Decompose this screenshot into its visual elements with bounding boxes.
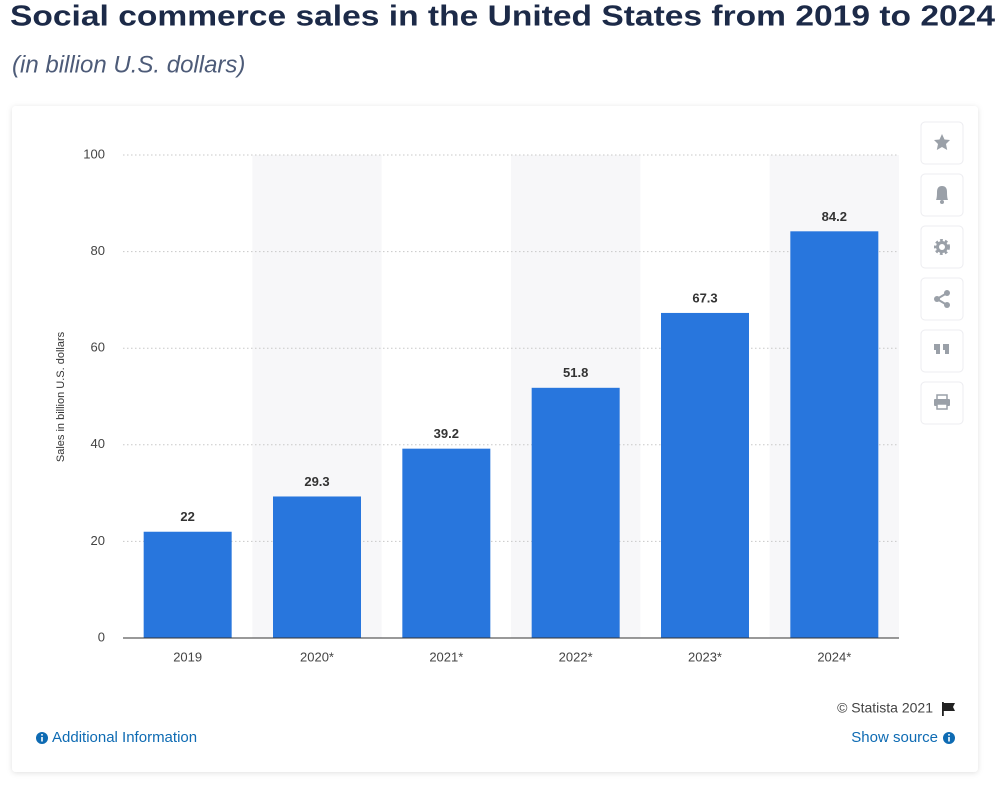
value-label: 84.2 <box>822 209 847 224</box>
y-tick-label: 60 <box>91 340 105 355</box>
y-tick-label: 100 <box>83 146 105 161</box>
bar <box>402 448 491 638</box>
chart-subtitle: (in billion U.S. dollars) <box>12 51 245 78</box>
copyright: © Statista 2021 <box>837 700 933 716</box>
plot: 0 20 40 60 80 100 2019 22 2020* 29.3 2021* 39.2 2022… <box>83 146 899 664</box>
value-label: 29.3 <box>304 474 329 489</box>
print-button[interactable] <box>920 381 964 425</box>
additional-info[interactable]: Additional Information <box>52 729 197 746</box>
x-tick-label: 2024* <box>817 649 851 664</box>
x-tick-label: 2022* <box>559 649 593 664</box>
value-label: 67.3 <box>692 290 717 305</box>
bar <box>661 312 749 638</box>
value-label: 22 <box>180 509 194 524</box>
y-tick-label: 20 <box>91 533 105 548</box>
value-label: 51.8 <box>563 365 588 380</box>
x-tick-label: 2019 <box>173 649 202 664</box>
x-tick-label: 2020* <box>300 649 334 664</box>
bar <box>531 387 620 638</box>
cite-button[interactable] <box>920 329 964 373</box>
additional-info-link[interactable]: Additional Information <box>36 729 197 746</box>
value-label: 39.2 <box>434 426 459 441</box>
favorite-button[interactable] <box>920 121 964 165</box>
y-tick-label: 0 <box>98 629 105 644</box>
bar <box>273 496 361 638</box>
show-source-link[interactable]: Show source <box>851 729 955 746</box>
chart-title: Social commerce sales in the United Stat… <box>10 1 995 33</box>
toolbar <box>920 121 964 425</box>
bar <box>790 231 879 638</box>
y-tick-label: 80 <box>91 243 105 258</box>
bar <box>143 531 232 638</box>
alert-button[interactable] <box>920 173 964 217</box>
share-button[interactable] <box>920 277 964 321</box>
x-tick-label: 2023* <box>688 649 722 664</box>
flag-icon[interactable] <box>942 702 955 716</box>
x-tick-label: 2021* <box>429 649 463 664</box>
y-tick-label: 40 <box>91 436 105 451</box>
y-axis-label: Sales in billion U.S. dollars <box>55 331 67 462</box>
show-source[interactable]: Show source <box>851 729 938 746</box>
settings-button[interactable] <box>920 225 964 269</box>
